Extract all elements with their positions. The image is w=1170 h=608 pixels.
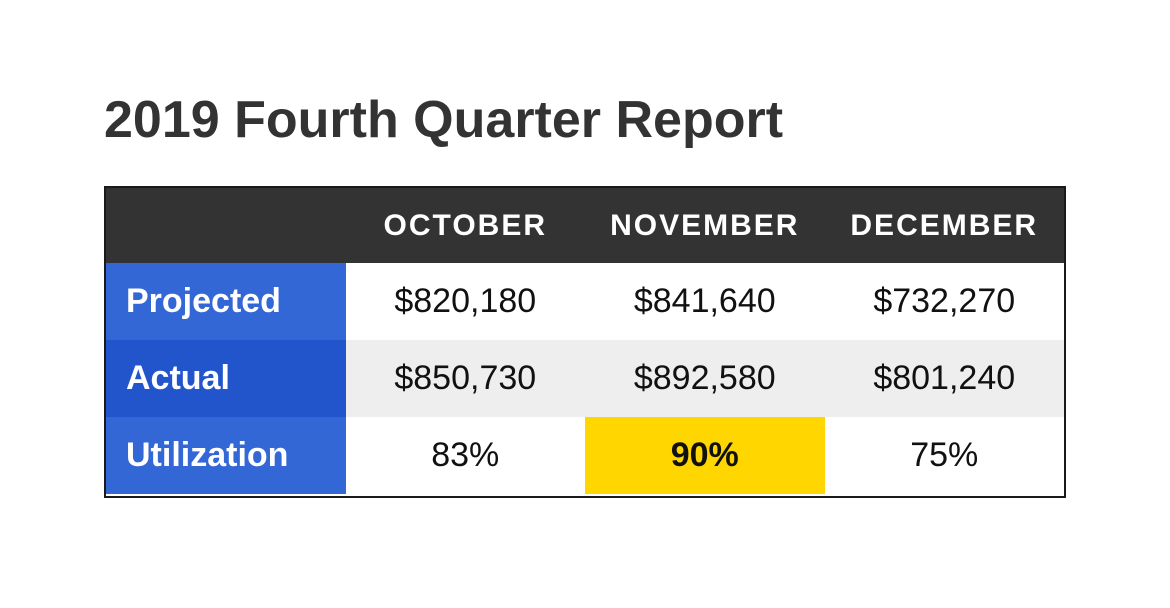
cell-utilization-october: 83%: [431, 436, 500, 474]
cell-utilization-november-highlight: 90%: [585, 417, 825, 494]
cell-actual-october: $850,730: [345, 340, 586, 417]
header-corner-cell: [106, 188, 346, 263]
row-label-projected: Projected: [106, 263, 346, 340]
cell-projected-december: $732,270: [873, 282, 1016, 320]
table-row-projected: Projected $820,180 $841,640 $732,270: [106, 263, 1064, 340]
cell-projected-october: $820,180: [394, 282, 537, 320]
table-row-utilization: Utilization 83% 90% 75%: [106, 417, 1064, 494]
cell-projected-november: $841,640: [633, 282, 776, 320]
table-row-actual: Actual $850,730 $892,580 $801,240: [106, 340, 1064, 417]
page-title: 2019 Fourth Quarter Report: [104, 91, 784, 149]
row-label-utilization: Utilization: [106, 417, 346, 494]
column-header-october: OCTOBER: [383, 208, 547, 242]
column-header-december: DECEMBER: [850, 208, 1039, 242]
table-header-row: OCTOBER NOVEMBER DECEMBER: [106, 188, 1064, 263]
column-header-november: NOVEMBER: [610, 208, 800, 242]
cell-actual-december: $801,240: [824, 340, 1064, 417]
row-label-actual: Actual: [106, 340, 346, 417]
cell-utilization-december: 75%: [910, 436, 979, 474]
cell-actual-november: $892,580: [585, 340, 825, 417]
report-table: OCTOBER NOVEMBER DECEMBER Projected $820…: [104, 186, 1066, 498]
